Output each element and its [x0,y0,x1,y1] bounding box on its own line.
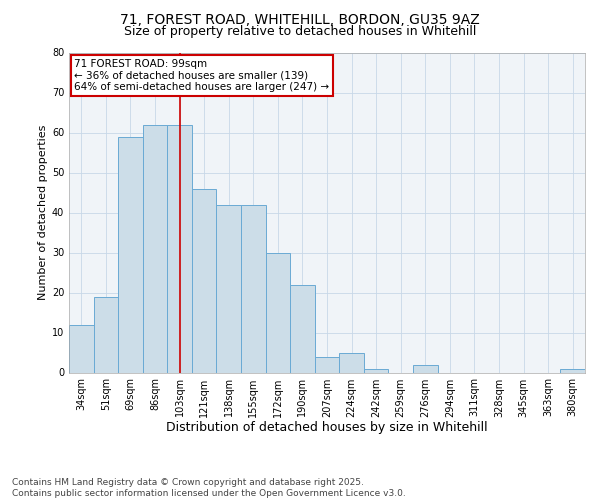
Text: Contains HM Land Registry data © Crown copyright and database right 2025.
Contai: Contains HM Land Registry data © Crown c… [12,478,406,498]
Bar [69,324,94,372]
Bar [94,296,118,372]
Y-axis label: Number of detached properties: Number of detached properties [38,125,47,300]
Bar [118,136,143,372]
Bar [339,352,364,372]
Bar [413,364,437,372]
Bar [143,124,167,372]
Bar [290,284,315,372]
Bar [315,356,339,372]
Bar [192,188,217,372]
Bar [217,204,241,372]
Bar [167,124,192,372]
X-axis label: Distribution of detached houses by size in Whitehill: Distribution of detached houses by size … [166,421,488,434]
Text: Size of property relative to detached houses in Whitehill: Size of property relative to detached ho… [124,25,476,38]
Bar [364,368,388,372]
Text: 71 FOREST ROAD: 99sqm
← 36% of detached houses are smaller (139)
64% of semi-det: 71 FOREST ROAD: 99sqm ← 36% of detached … [74,59,329,92]
Bar [266,252,290,372]
Bar [560,368,585,372]
Bar [241,204,266,372]
Text: 71, FOREST ROAD, WHITEHILL, BORDON, GU35 9AZ: 71, FOREST ROAD, WHITEHILL, BORDON, GU35… [120,12,480,26]
